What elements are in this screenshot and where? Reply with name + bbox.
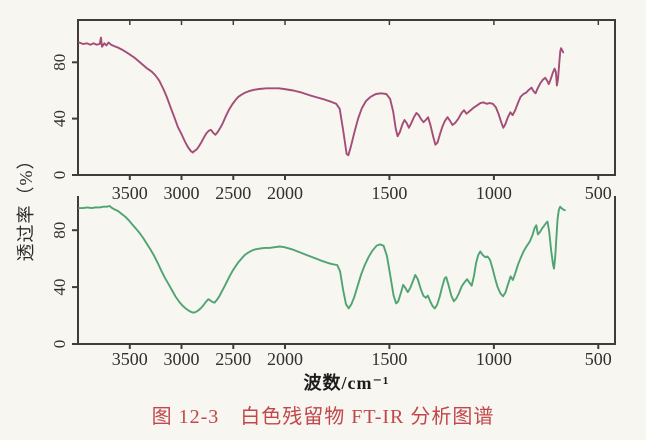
x-axis-label: 波数/cm⁻¹ [303,373,390,393]
y-tick-label: 0 [50,340,69,349]
x-tick-label: 1500 [371,349,407,369]
x-tick-label: 2000 [267,183,303,203]
y-tick-label: 80 [50,54,69,71]
x-tick-label: 2500 [215,183,251,203]
x-tick-label: 1000 [476,349,512,369]
plot-frame-lower-spectrum [77,196,616,345]
x-tick-label: 500 [585,183,612,203]
y-tick-label: 40 [50,279,69,296]
x-tick-label: 3500 [112,183,148,203]
x-tick-label: 2000 [267,349,303,369]
y-tick-label: 40 [50,110,69,127]
x-tick-label: 500 [585,349,612,369]
x-tick-label: 1000 [476,183,512,203]
plot-frame-upper-spectrum [77,19,616,176]
y-tick-label: 0 [50,171,69,180]
spectrum-line-lower-spectrum [78,205,566,314]
x-tick-label: 3000 [164,349,200,369]
figure-caption: 图 12-3 白色残留物 FT-IR 分析图谱 [151,406,495,428]
x-tick-label: 3000 [164,183,200,203]
spectrum-line-upper-spectrum [78,36,565,157]
y-tick-label: 80 [50,222,69,239]
y-axis-label: 透过率（%） [16,150,36,262]
x-tick-label: 1500 [371,183,407,203]
x-tick-label: 3500 [112,349,148,369]
x-tick-label: 2500 [215,349,251,369]
